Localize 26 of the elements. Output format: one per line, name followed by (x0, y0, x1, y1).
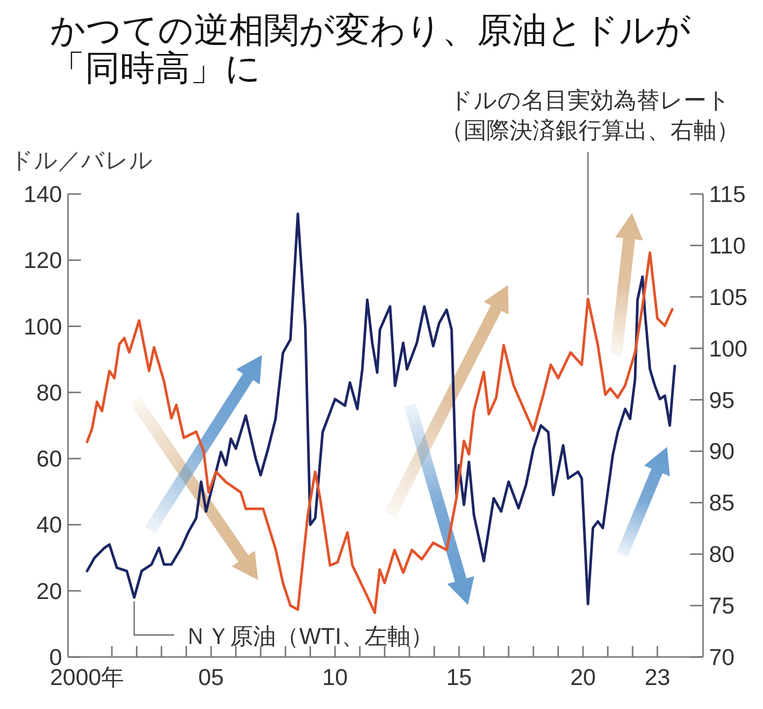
x-tick-label: 10 (322, 664, 348, 690)
text: ＮＹ原油（WTI、左軸） (184, 623, 434, 649)
y-tick-label: 120 (24, 247, 62, 274)
x-tick-label: 15 (446, 664, 472, 690)
x-tick-label: 05 (198, 664, 224, 690)
y-tick-label: 80 (36, 379, 62, 406)
y2-tick-label: 100 (709, 335, 748, 362)
y2-tick-label: 80 (709, 541, 735, 568)
chart-title: かつての逆相関が変わり、原油とドルが「同時高」に (50, 11, 691, 88)
y-tick-label: 140 (24, 181, 62, 207)
y-axis-title: ドル／バレル (10, 147, 153, 173)
y-tick-label: 60 (36, 446, 62, 472)
y2-tick-label: 105 (709, 284, 748, 310)
y2-tick-label: 110 (709, 232, 746, 258)
x-tick-label: 23 (644, 664, 670, 690)
text: ドルの名目実効為替レート（国際決済銀行算出、右軸） (440, 87, 740, 143)
x-tick-label: 20 (570, 664, 596, 690)
y-tick-label: 40 (36, 512, 62, 538)
y2-tick-label: 75 (709, 592, 735, 619)
y2-tick-label: 85 (709, 490, 735, 516)
y-tick-label: 100 (24, 313, 62, 340)
y2-tick-label: 90 (709, 438, 735, 464)
y-tick-label: 20 (36, 578, 62, 604)
y2-tick-label: 95 (709, 386, 735, 413)
y2-tick-label: 70 (709, 644, 735, 670)
y2-tick-label: 115 (709, 181, 746, 207)
